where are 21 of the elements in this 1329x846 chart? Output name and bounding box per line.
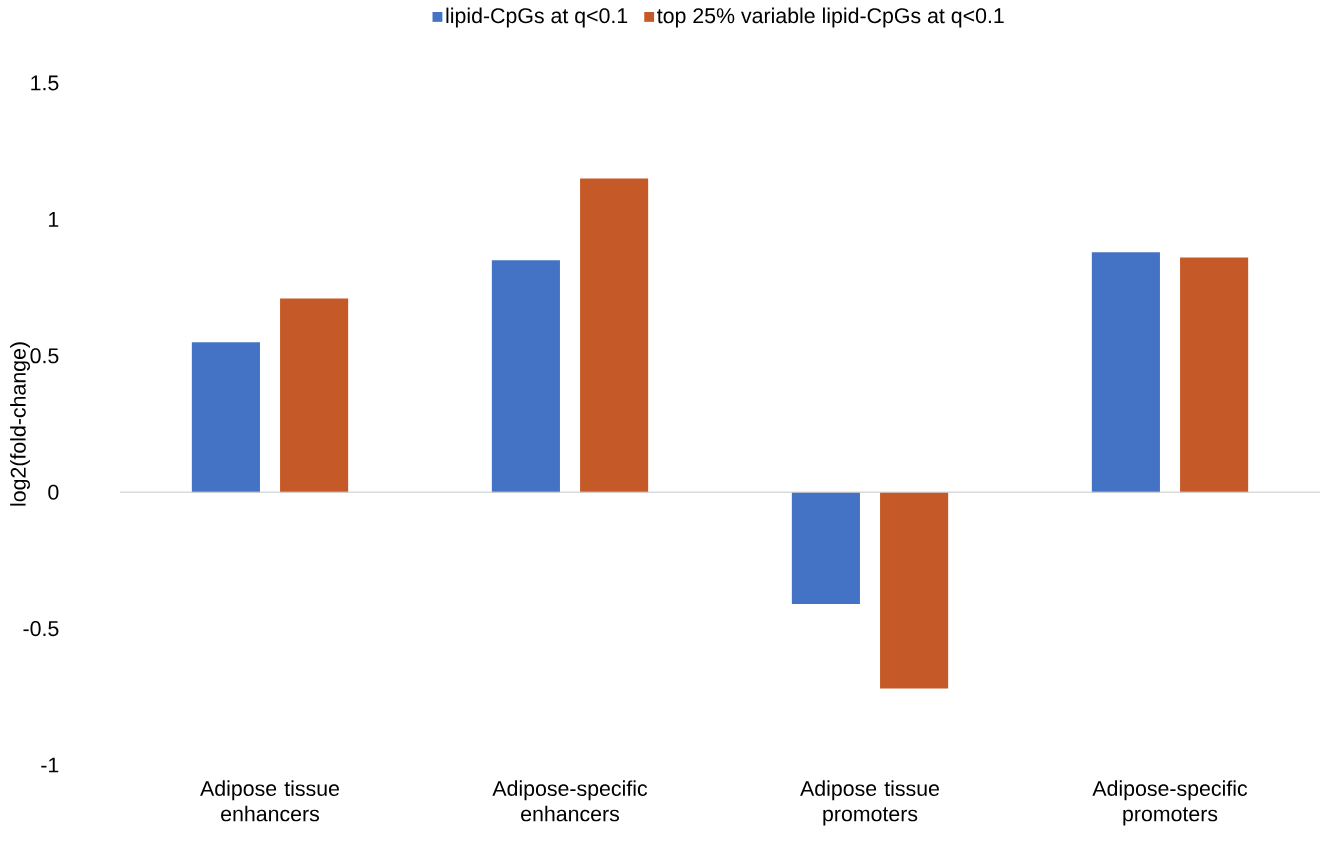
x-tick-label: Adipose tissue promoters	[800, 780, 939, 826]
x-tick-label: Adipose-specific enhancers	[492, 780, 648, 822]
bar	[1091, 252, 1160, 493]
bar	[880, 492, 949, 689]
bar	[491, 260, 560, 493]
y-tick-label: 1.5	[31, 75, 59, 91]
y-tick-label: -0.5	[23, 621, 59, 637]
y-tick-label: 0	[48, 484, 59, 500]
y-axis-title: log2(fold-change)	[10, 342, 30, 506]
bar	[191, 342, 260, 493]
y-tick-label: 0.5	[30, 348, 59, 364]
bar	[580, 178, 649, 493]
y-tick-label: 1	[49, 212, 59, 227]
legend-label: lipid-CpGs at q<0.1	[446, 7, 628, 28]
x-tick-label: Adipose-specific promoters	[1092, 780, 1248, 826]
bar	[791, 492, 860, 605]
bar	[1180, 257, 1249, 493]
bar	[280, 298, 349, 493]
y-tick-label: -1	[41, 757, 59, 773]
legend-label: top 25% variable lipid-CpGs at q<0.1	[657, 7, 1004, 28]
x-tick-label: Adipose tissue enhancers	[200, 780, 339, 822]
